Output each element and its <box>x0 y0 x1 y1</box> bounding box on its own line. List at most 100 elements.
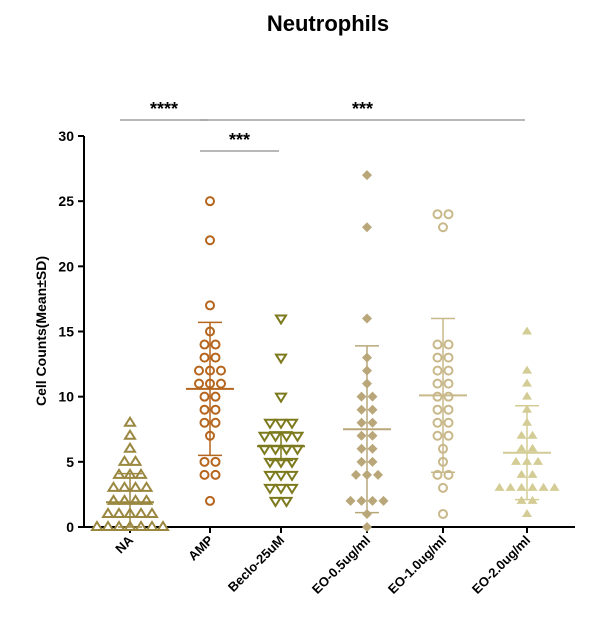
data-point <box>356 417 367 428</box>
data-point <box>443 365 454 376</box>
data-point <box>274 470 288 482</box>
data-point <box>527 443 538 452</box>
data-point <box>268 431 283 443</box>
y-tick-label: 20 <box>58 258 74 274</box>
data-point <box>516 469 527 478</box>
data-point <box>367 417 378 428</box>
data-point <box>443 352 454 363</box>
data-point <box>443 378 454 389</box>
data-point <box>210 417 221 428</box>
data-point <box>210 456 221 467</box>
data-point <box>210 404 221 415</box>
data-point <box>101 520 115 531</box>
data-point <box>263 483 277 495</box>
data-point <box>205 300 215 311</box>
data-point <box>443 391 454 402</box>
data-point <box>134 520 148 531</box>
data-point <box>123 428 137 440</box>
data-point <box>128 481 143 492</box>
data-point <box>438 482 448 493</box>
data-point <box>351 469 361 480</box>
x-tick-label: EO-1.0ug/ml <box>385 533 449 597</box>
data-point <box>362 170 372 181</box>
data-point <box>274 483 288 495</box>
data-point <box>199 469 210 480</box>
data-point <box>128 454 143 466</box>
data-point <box>367 391 378 402</box>
data-point <box>432 339 443 350</box>
data-point <box>274 418 288 430</box>
data-point <box>432 365 443 376</box>
data-point <box>533 456 543 465</box>
data-point <box>432 378 443 389</box>
data-point <box>123 415 137 427</box>
chart-title: Neutrophils <box>267 11 389 36</box>
data-point <box>522 391 532 400</box>
data-point <box>494 482 505 491</box>
data-point <box>367 430 378 441</box>
data-point <box>432 209 443 220</box>
significance-brackets: **** ****** <box>120 99 525 152</box>
data-point <box>210 339 221 350</box>
data-point <box>443 430 454 441</box>
data-point <box>199 391 210 402</box>
data-point <box>443 339 454 350</box>
data-point <box>194 365 204 376</box>
data-point <box>145 520 159 531</box>
data-point <box>367 456 378 467</box>
x-tick-label: EO-2.0ug/ml <box>469 533 533 597</box>
data-point <box>279 496 294 508</box>
data-point <box>106 481 121 492</box>
data-point <box>263 418 277 430</box>
y-tick-label: 10 <box>58 389 74 405</box>
data-point <box>432 404 443 415</box>
data-point <box>443 209 454 220</box>
data-point <box>367 404 378 415</box>
data-points <box>90 170 560 532</box>
data-point <box>274 314 288 326</box>
data-point <box>432 430 443 441</box>
data-point <box>290 431 305 443</box>
data-point <box>522 378 532 387</box>
data-point <box>516 443 527 452</box>
data-point <box>367 495 378 506</box>
data-point <box>117 481 132 492</box>
y-tick-label: 30 <box>58 128 74 144</box>
data-point <box>216 378 226 389</box>
y-tick-label: 0 <box>66 519 74 535</box>
data-point <box>522 508 532 517</box>
data-point <box>279 431 294 443</box>
data-point <box>538 482 549 491</box>
data-point <box>516 430 527 439</box>
data-point <box>156 520 170 531</box>
data-point <box>362 313 372 324</box>
data-point <box>112 520 126 531</box>
data-point <box>522 365 532 374</box>
x-tick-label: EO-0.5ug/ml <box>309 533 373 597</box>
data-point <box>356 495 367 506</box>
data-point <box>505 482 516 491</box>
data-point <box>367 443 378 454</box>
data-point <box>527 469 538 478</box>
data-point <box>210 352 221 363</box>
data-point <box>356 443 367 454</box>
x-tick-label: Beclo-25uM <box>225 533 287 595</box>
data-point <box>516 482 527 491</box>
data-point <box>527 482 538 491</box>
data-point <box>373 469 383 480</box>
data-point <box>263 470 277 482</box>
data-point <box>199 456 210 467</box>
data-point <box>443 404 454 415</box>
data-point <box>356 391 367 402</box>
data-point <box>432 417 443 428</box>
significance-label: *** <box>352 99 373 119</box>
data-point <box>527 430 538 439</box>
data-point <box>134 507 148 518</box>
mean-sd-bars <box>106 317 551 528</box>
significance-label: *** <box>229 130 250 150</box>
data-point <box>522 326 532 335</box>
data-point <box>549 482 560 491</box>
data-point <box>443 417 454 428</box>
y-ticks: 0 5 10 15 20 25 30 <box>58 128 84 535</box>
x-tick-label: AMP <box>185 532 216 563</box>
